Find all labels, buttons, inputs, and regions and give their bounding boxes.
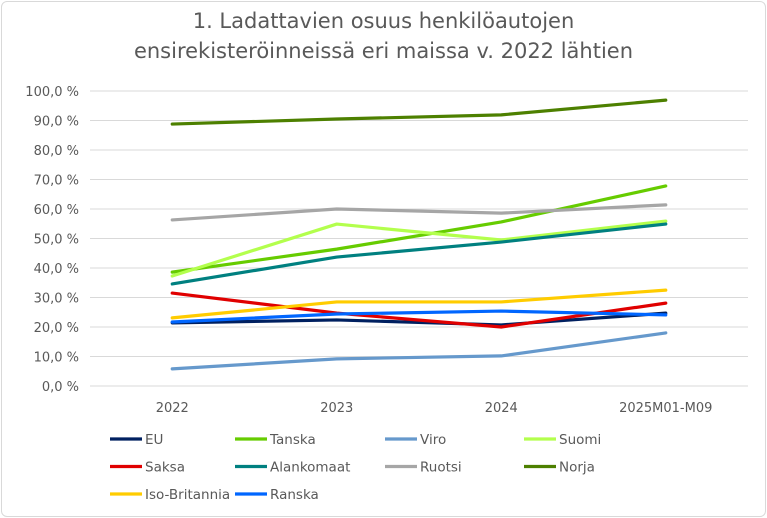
series-line-ranska xyxy=(170,309,668,324)
y-tick-label: 10,0 % xyxy=(34,351,79,366)
legend-label-iso-britannia: Iso-Britannia xyxy=(145,487,230,503)
series-line-eu xyxy=(170,311,668,327)
chart-title: 1. Ladattavien osuus henkilöautojen ensi… xyxy=(0,6,767,66)
series-line-iso-britannia xyxy=(170,288,668,320)
legend-label-suomi: Suomi xyxy=(559,432,601,448)
y-tick-label: 80,0 % xyxy=(34,144,79,159)
legend-label-viro: Viro xyxy=(420,432,446,448)
y-tick-label: 30,0 % xyxy=(34,292,79,307)
series-line-saksa xyxy=(170,291,668,329)
series-line-suomi xyxy=(170,219,668,278)
y-tick-label: 60,0 % xyxy=(34,203,79,218)
series-line-norja xyxy=(170,98,668,126)
y-tick-label: 50,0 % xyxy=(34,233,79,248)
series-line-tanska xyxy=(170,184,668,274)
series-line-alankomaat xyxy=(170,222,668,286)
legend-label-saksa: Saksa xyxy=(145,460,185,476)
y-tick-label: 40,0 % xyxy=(34,262,79,277)
x-tick-label: 2023 xyxy=(320,401,353,416)
x-tick-label: 2024 xyxy=(485,401,518,416)
x-tick-label: 2025M01-M09 xyxy=(619,401,712,416)
y-tick-label: 100,0 % xyxy=(25,85,79,100)
legend-label-eu: EU xyxy=(145,432,163,448)
y-tick-label: 90,0 % xyxy=(34,115,79,130)
series-line-ruotsi xyxy=(170,203,668,222)
legend-label-tanska: Tanska xyxy=(269,432,316,448)
legend-label-ranska: Ranska xyxy=(270,487,319,503)
legend-label-ruotsi: Ruotsi xyxy=(420,460,462,476)
y-tick-label: 20,0 % xyxy=(34,321,79,336)
x-tick-label: 2022 xyxy=(156,401,189,416)
legend-label-alankomaat: Alankomaat xyxy=(270,460,350,476)
y-tick-label: 0,0 % xyxy=(42,380,79,395)
series-line-viro xyxy=(170,331,668,371)
y-tick-label: 70,0 % xyxy=(34,174,79,189)
chart-title-line-2: ensirekisteröinneissä eri maissa v. 2022… xyxy=(133,39,634,63)
legend-label-norja: Norja xyxy=(559,460,595,476)
chart-title-line-1: 1. Ladattavien osuus henkilöautojen xyxy=(192,9,575,33)
